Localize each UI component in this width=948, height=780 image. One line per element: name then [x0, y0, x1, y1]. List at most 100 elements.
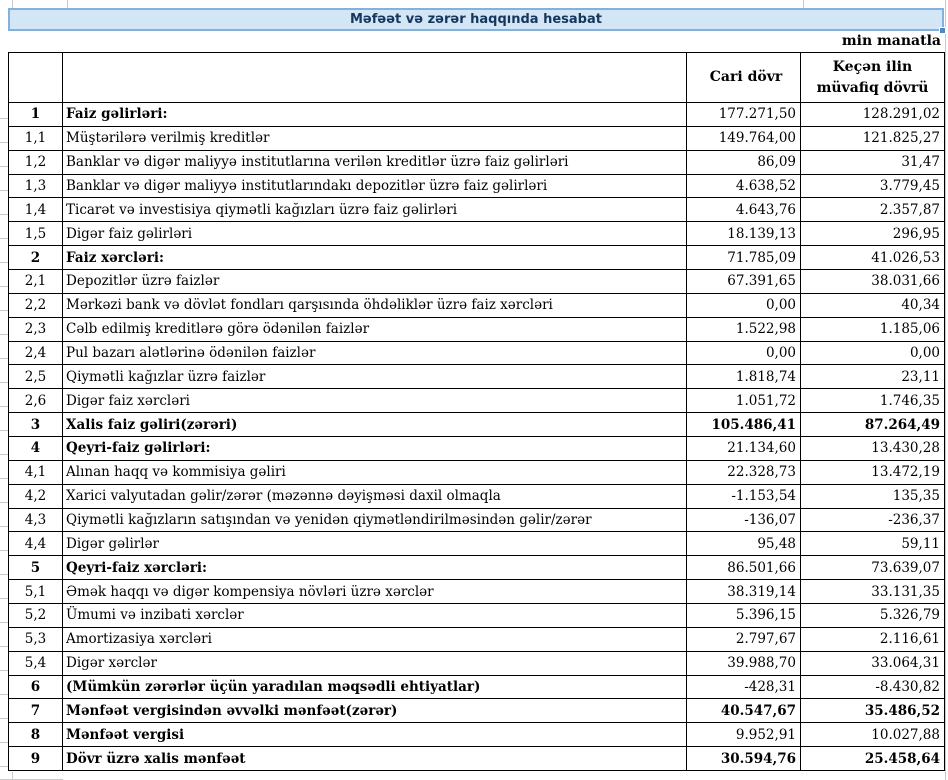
row-number-cell[interactable]: 4,2: [8, 483, 63, 509]
row-number-cell[interactable]: 2,5: [8, 364, 63, 390]
current-period-cell[interactable]: 18.139,13: [686, 221, 801, 247]
previous-period-cell[interactable]: 2.357,87: [800, 197, 945, 223]
row-number-cell[interactable]: 3: [8, 412, 63, 438]
previous-period-cell[interactable]: 41.026,53: [800, 245, 945, 271]
current-period-cell[interactable]: 0,00: [686, 292, 801, 318]
row-number-cell[interactable]: 5,4: [8, 650, 63, 676]
row-label-cell[interactable]: Mənfəət vergisi: [62, 722, 687, 748]
row-number-cell[interactable]: 1: [8, 102, 63, 127]
current-period-cell[interactable]: 1.818,74: [686, 364, 801, 390]
previous-period-cell[interactable]: 121.825,27: [800, 125, 945, 151]
previous-period-cell[interactable]: 3.779,45: [800, 173, 945, 199]
previous-period-cell[interactable]: -236,37: [800, 507, 945, 533]
column-header-current[interactable]: Cari dövr: [686, 52, 801, 103]
current-period-cell[interactable]: -136,07: [686, 507, 801, 533]
current-period-cell[interactable]: 40.547,67: [686, 698, 801, 724]
row-label-cell[interactable]: Müştərilərə verilmiş kreditlər: [62, 125, 687, 151]
row-label-cell[interactable]: Qeyri-faiz gəlirləri:: [62, 436, 687, 461]
current-period-cell[interactable]: 1.522,98: [686, 316, 801, 342]
row-label-cell[interactable]: Amortizasiya xərcləri: [62, 626, 687, 652]
row-number-cell[interactable]: 6: [8, 674, 63, 700]
previous-period-cell[interactable]: 2.116,61: [800, 626, 945, 652]
unit-note-cell[interactable]: min manatla: [8, 31, 941, 52]
previous-period-cell[interactable]: 13.472,19: [800, 459, 945, 485]
previous-period-cell[interactable]: 296,95: [800, 221, 945, 247]
row-label-cell[interactable]: Depozitlər üzrə faizlər: [62, 269, 687, 294]
current-period-cell[interactable]: 4.638,52: [686, 173, 801, 199]
selection-fill-handle[interactable]: [939, 27, 946, 34]
previous-period-cell[interactable]: 128.291,02: [800, 102, 945, 127]
row-number-cell[interactable]: 2,6: [8, 388, 63, 414]
row-label-cell[interactable]: Digər xərclər: [62, 650, 687, 676]
row-label-cell[interactable]: Dövr üzrə xalis mənfəət: [62, 746, 687, 772]
current-period-cell[interactable]: 86,09: [686, 149, 801, 175]
row-label-cell[interactable]: Qiymətli kağızların satışından və yenidə…: [62, 507, 687, 533]
column-header-empty-label[interactable]: [62, 52, 687, 103]
row-number-cell[interactable]: 8: [8, 722, 63, 748]
row-label-cell[interactable]: Mərkəzi bank və dövlət fondları qarşısın…: [62, 292, 687, 318]
row-number-cell[interactable]: 4: [8, 436, 63, 461]
row-label-cell[interactable]: Alınan haqq və kommisiya gəliri: [62, 459, 687, 485]
previous-period-cell[interactable]: 1.185,06: [800, 316, 945, 342]
row-label-cell[interactable]: Ticarət və investisiya qiymətli kağızlar…: [62, 197, 687, 223]
current-period-cell[interactable]: 149.764,00: [686, 125, 801, 151]
previous-period-cell[interactable]: 33.064,31: [800, 650, 945, 676]
row-number-cell[interactable]: 1,4: [8, 197, 63, 223]
previous-period-cell[interactable]: 40,34: [800, 292, 945, 318]
previous-period-cell[interactable]: 1.746,35: [800, 388, 945, 414]
row-label-cell[interactable]: Faiz xərcləri:: [62, 245, 687, 271]
row-number-cell[interactable]: 1,2: [8, 149, 63, 175]
column-header-empty-no[interactable]: [8, 52, 63, 103]
current-period-cell[interactable]: 86.501,66: [686, 555, 801, 581]
previous-period-cell[interactable]: 10.027,88: [800, 722, 945, 748]
previous-period-cell[interactable]: 25.458,64: [800, 746, 945, 772]
row-number-cell[interactable]: 5,2: [8, 603, 63, 628]
row-number-cell[interactable]: 7: [8, 698, 63, 724]
row-number-cell[interactable]: 4,4: [8, 531, 63, 557]
row-label-cell[interactable]: Cəlb edilmiş kreditlərə görə ödənilən fa…: [62, 316, 687, 342]
current-period-cell[interactable]: 39.988,70: [686, 650, 801, 676]
current-period-cell[interactable]: -428,31: [686, 674, 801, 700]
current-period-cell[interactable]: 105.486,41: [686, 412, 801, 438]
current-period-cell[interactable]: 1.051,72: [686, 388, 801, 414]
previous-period-cell[interactable]: -8.430,82: [800, 674, 945, 700]
row-number-cell[interactable]: 2,4: [8, 340, 63, 366]
row-number-cell[interactable]: 2,3: [8, 316, 63, 342]
row-label-cell[interactable]: Faiz gəlirləri:: [62, 102, 687, 127]
previous-period-cell[interactable]: 0,00: [800, 340, 945, 366]
row-label-cell[interactable]: Əmək haqqı və digər kompensiya növləri ü…: [62, 579, 687, 605]
previous-period-cell[interactable]: 73.639,07: [800, 555, 945, 581]
row-label-cell[interactable]: Pul bazarı alətlərinə ödənilən faizlər: [62, 340, 687, 366]
previous-period-cell[interactable]: 35.486,52: [800, 698, 945, 724]
row-number-cell[interactable]: 2,1: [8, 269, 63, 294]
current-period-cell[interactable]: 67.391,65: [686, 269, 801, 294]
previous-period-cell[interactable]: 23,11: [800, 364, 945, 390]
row-label-cell[interactable]: Mənfəət vergisindən əvvəlki mənfəət(zərə…: [62, 698, 687, 724]
row-label-cell[interactable]: Xalis faiz gəliri(zərəri): [62, 412, 687, 438]
row-number-cell[interactable]: 1,5: [8, 221, 63, 247]
current-period-cell[interactable]: 4.643,76: [686, 197, 801, 223]
current-period-cell[interactable]: 5.396,15: [686, 603, 801, 628]
previous-period-cell[interactable]: 13.430,28: [800, 436, 945, 461]
current-period-cell[interactable]: 71.785,09: [686, 245, 801, 271]
row-label-cell[interactable]: Digər faiz gəlirləri: [62, 221, 687, 247]
current-period-cell[interactable]: 2.797,67: [686, 626, 801, 652]
current-period-cell[interactable]: 38.319,14: [686, 579, 801, 605]
previous-period-cell[interactable]: 135,35: [800, 483, 945, 509]
previous-period-cell[interactable]: 5.326,79: [800, 603, 945, 628]
row-number-cell[interactable]: 5,1: [8, 579, 63, 605]
current-period-cell[interactable]: 177.271,50: [686, 102, 801, 127]
row-label-cell[interactable]: Digər gəlirlər: [62, 531, 687, 557]
row-label-cell[interactable]: Banklar və digər maliyyə institutlarına …: [62, 149, 687, 175]
previous-period-cell[interactable]: 31,47: [800, 149, 945, 175]
row-number-cell[interactable]: 1,3: [8, 173, 63, 199]
row-label-cell[interactable]: Qeyri-faiz xərcləri:: [62, 555, 687, 581]
column-header-previous[interactable]: Keçən ilin müvafiq dövrü: [800, 52, 945, 103]
row-label-cell[interactable]: Digər faiz xərcləri: [62, 388, 687, 414]
row-number-cell[interactable]: 2,2: [8, 292, 63, 318]
row-number-cell[interactable]: 5,3: [8, 626, 63, 652]
row-number-cell[interactable]: 1,1: [8, 125, 63, 151]
report-title-cell[interactable]: Məfəət və zərər haqqında hesabat: [8, 8, 944, 31]
previous-period-cell[interactable]: 38.031,66: [800, 269, 945, 294]
row-label-cell[interactable]: Banklar və digər maliyyə institutlarında…: [62, 173, 687, 199]
